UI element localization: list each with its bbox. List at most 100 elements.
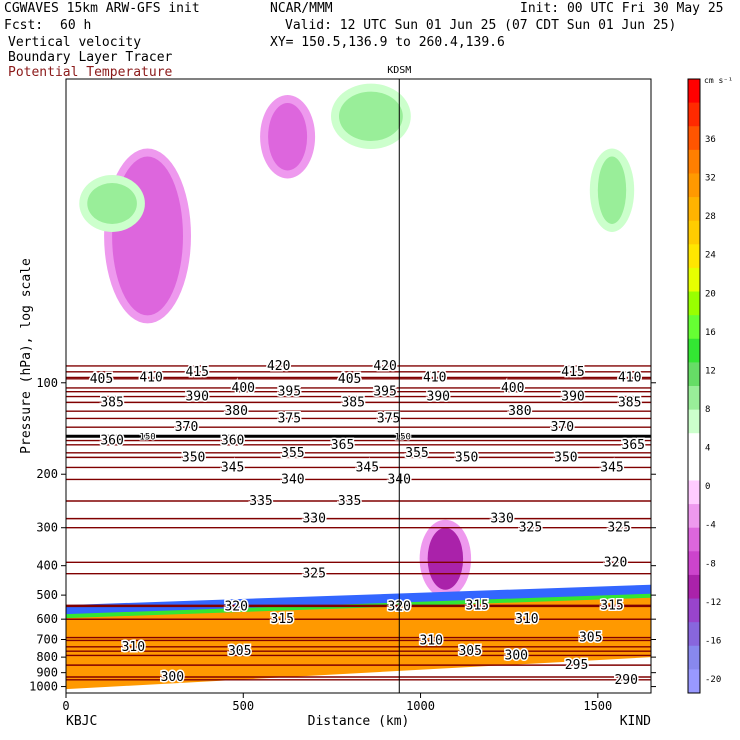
- theta-label: 360: [100, 434, 123, 449]
- org-label: NCAR/MMM: [270, 1, 333, 16]
- theta-label: 375: [377, 411, 400, 426]
- theta-label: 350: [455, 450, 478, 465]
- theta-label: 385: [618, 395, 641, 410]
- colorbar-swatch: [688, 645, 700, 670]
- theta-label: 335: [338, 494, 361, 509]
- y-tick-label: 800: [36, 650, 58, 664]
- field-1: Vertical velocity: [8, 35, 142, 50]
- theta-label: 410: [423, 370, 446, 385]
- theta-label: 350: [182, 450, 205, 465]
- colorbar-units: cm s⁻¹: [704, 76, 733, 85]
- colorbar-swatch: [688, 480, 700, 505]
- colorbar-swatch: [688, 598, 700, 623]
- plot-frame: [65, 78, 652, 694]
- x-tick-label: 1500: [583, 699, 612, 713]
- theta-label: 300: [505, 648, 528, 663]
- theta-label: 310: [515, 612, 538, 627]
- colorbar-swatch: [688, 220, 700, 245]
- x-tick-label: 1000: [406, 699, 435, 713]
- theta-label: 335: [249, 494, 272, 509]
- theta-label: 390: [561, 390, 584, 405]
- fcst-label: Fcst:: [4, 18, 44, 33]
- y-tick-label: 600: [36, 612, 58, 626]
- theta-label: 390: [185, 390, 208, 405]
- colorbar-swatch: [688, 338, 700, 363]
- theta-label: 375: [278, 411, 301, 426]
- left-station-label: KBJC: [66, 714, 97, 729]
- colorbar-swatch: [688, 362, 700, 387]
- colorbar-swatch: [688, 126, 700, 151]
- colorbar-tick-label: 36: [705, 135, 716, 145]
- theta-label: 320: [224, 599, 247, 614]
- y-tick-label: 400: [36, 559, 58, 573]
- theta-label: 345: [356, 460, 379, 475]
- colorbar-swatch: [688, 574, 700, 600]
- x-tick-label: 0: [62, 699, 69, 713]
- y-tick-label: 700: [36, 633, 58, 647]
- theta-label: 300: [161, 670, 184, 685]
- theta-label: 370: [551, 420, 574, 435]
- valid-time: Valid: 12 UTC Sun 01 Jun 25 (07 CDT Sun …: [285, 18, 677, 33]
- theta-label: 345: [221, 460, 244, 475]
- theta-label: 325: [519, 521, 542, 536]
- tropopause-label: 150: [139, 432, 155, 442]
- colorbar-swatch: [688, 291, 700, 316]
- colorbar-swatch: [688, 551, 700, 576]
- init-time: Init: 00 UTC Fri 30 May 25: [520, 1, 724, 16]
- y-tick-label: 1000: [29, 680, 58, 694]
- xy-coords: XY= 150.5,136.9 to 260.4,139.6: [270, 35, 505, 50]
- colorbar-swatch: [688, 79, 700, 104]
- colorbar-tick-label: 0: [705, 482, 710, 492]
- theta-label: 390: [427, 390, 450, 405]
- theta-label: 365: [622, 438, 645, 453]
- tropopause-label: 150: [395, 432, 411, 442]
- colorbar-swatch: [688, 173, 700, 198]
- vv-region: [268, 103, 308, 171]
- theta-label: 400: [501, 381, 524, 396]
- colorbar-tick-label: 24: [705, 251, 716, 261]
- marker-station-label: KDSM: [387, 65, 411, 76]
- y-tick-label: 300: [36, 521, 58, 535]
- theta-label: 310: [122, 640, 145, 655]
- theta-label: 315: [600, 598, 623, 613]
- theta-label: 355: [281, 446, 304, 461]
- theta-label: 385: [341, 395, 364, 410]
- theta-label: 345: [600, 460, 623, 475]
- boundary-layer-tracer: [66, 589, 651, 690]
- theta-label: 415: [185, 365, 208, 380]
- theta-label: 315: [271, 612, 294, 627]
- theta-label: 320: [604, 555, 627, 570]
- model-title: CGWAVES 15km ARW-GFS init: [4, 1, 200, 16]
- theta-label: 315: [466, 598, 489, 613]
- y-tick-label: 100: [36, 376, 58, 390]
- colorbar-swatch: [688, 669, 700, 694]
- colorbar-frame: [687, 78, 701, 694]
- theta-label: 380: [508, 404, 531, 419]
- theta-label: 350: [554, 450, 577, 465]
- theta-label: 295: [565, 658, 588, 673]
- colorbar-tick-label: 32: [705, 174, 716, 184]
- vv-region: [87, 183, 137, 224]
- colorbar-swatch: [688, 504, 700, 529]
- theta-label: 395: [278, 385, 301, 400]
- theta-label: 415: [561, 365, 584, 380]
- colorbar-swatch: [688, 244, 700, 269]
- colorbar-tick-label: -12: [705, 598, 721, 608]
- colorbar-tick-label: -20: [705, 675, 721, 685]
- right-station-label: KIND: [620, 714, 651, 729]
- theta-label: 340: [281, 472, 304, 487]
- theta-label: 305: [458, 644, 481, 659]
- theta-label: 380: [224, 404, 247, 419]
- colorbar-swatch: [688, 102, 700, 127]
- y-tick-label: 200: [36, 467, 58, 481]
- x-tick-label: 500: [232, 699, 254, 713]
- colorbar-swatch: [688, 149, 700, 174]
- theta-label: 360: [221, 434, 244, 449]
- colorbar-swatch: [688, 433, 700, 458]
- theta-label: 420: [267, 359, 290, 374]
- x-axis-label: Distance (km): [308, 714, 410, 729]
- theta-label: 305: [579, 631, 602, 646]
- colorbar-tick-label: 16: [705, 328, 716, 338]
- theta-label: 385: [100, 395, 123, 410]
- theta-label: 310: [419, 633, 442, 648]
